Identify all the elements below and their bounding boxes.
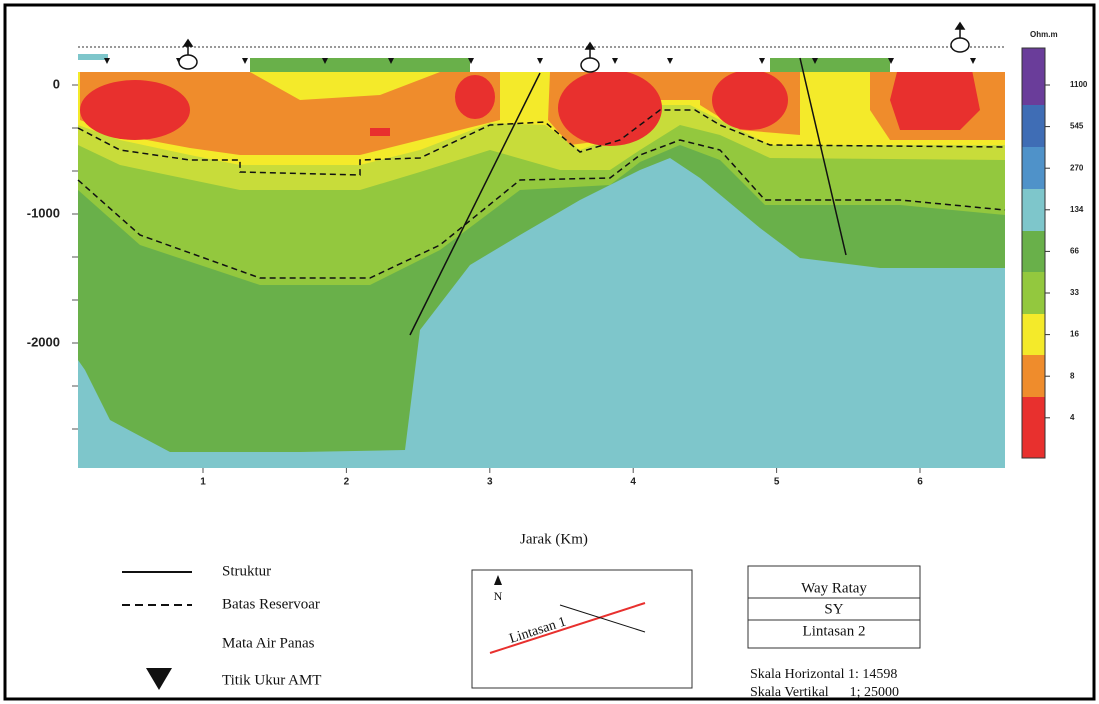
section [77,21,1006,468]
info-table: Way Ratay SY Lintasan 2 [747,565,921,649]
y-tick-label: -1000 [27,205,60,220]
scale-text: Skala Horizontal 1: 14598 [750,667,897,682]
legend-item: Batas Reservoar [222,596,320,612]
x-axis-title: Jarak (Km) [520,531,588,547]
x-tick-label: 3 [487,477,493,488]
location-map: N Lintasan 1 [471,569,693,689]
structure [799,57,847,256]
legend-item: Mata Air Panas [222,635,315,651]
layer-red [558,70,662,146]
layer-cyan [78,54,108,60]
layer-green [250,58,470,72]
x-tick-label: 4 [630,477,636,488]
layer-red [455,75,495,119]
x-tick-label: 1 [200,477,206,488]
layer-red [370,128,390,136]
layer-orange [80,72,500,155]
layer-green [770,58,890,72]
colorbar-label: 134 [1070,205,1084,214]
legend-item: Titik Ukur AMT [222,672,321,688]
table-row: SY [824,601,843,617]
hot-springs [178,21,970,73]
table-row: Lintasan 2 [803,623,866,639]
y-tick-label: 0 [53,76,60,91]
x-tick-label: 5 [774,477,780,488]
layer-red [890,60,980,130]
structure [409,72,541,336]
legend-item: Struktur [222,563,271,579]
layer-red [712,70,788,130]
colorbar-label: 66 [1070,247,1079,256]
colorbar-label: 545 [1070,122,1084,131]
legend: Struktur Batas Reservoar Mata Air Panas … [122,563,321,690]
colorbar-label: 33 [1070,288,1079,297]
scale-text: Skala Vertikal 1; 25000 [750,685,899,700]
colorbar-unit: Ohm.m [1030,30,1058,39]
y-tick-label: -2000 [27,334,60,349]
reservoir-boundary [77,139,1006,279]
colorbar-label: 4 [1070,413,1075,422]
table-row: Way Ratay [801,580,867,596]
colorbar-label: 1100 [1070,80,1088,89]
layer-red [80,80,190,140]
colorbar-label: 8 [1070,371,1075,380]
x-tick-label: 6 [917,477,923,488]
north-label: N [494,589,503,603]
reservoir-boundary [77,109,1006,176]
stations [104,58,976,64]
colorbar-label: 16 [1070,330,1079,339]
colorbar: Ohm.m [1021,30,1058,459]
x-tick-label: 2 [344,477,350,488]
colorbar-label: 270 [1070,163,1084,172]
